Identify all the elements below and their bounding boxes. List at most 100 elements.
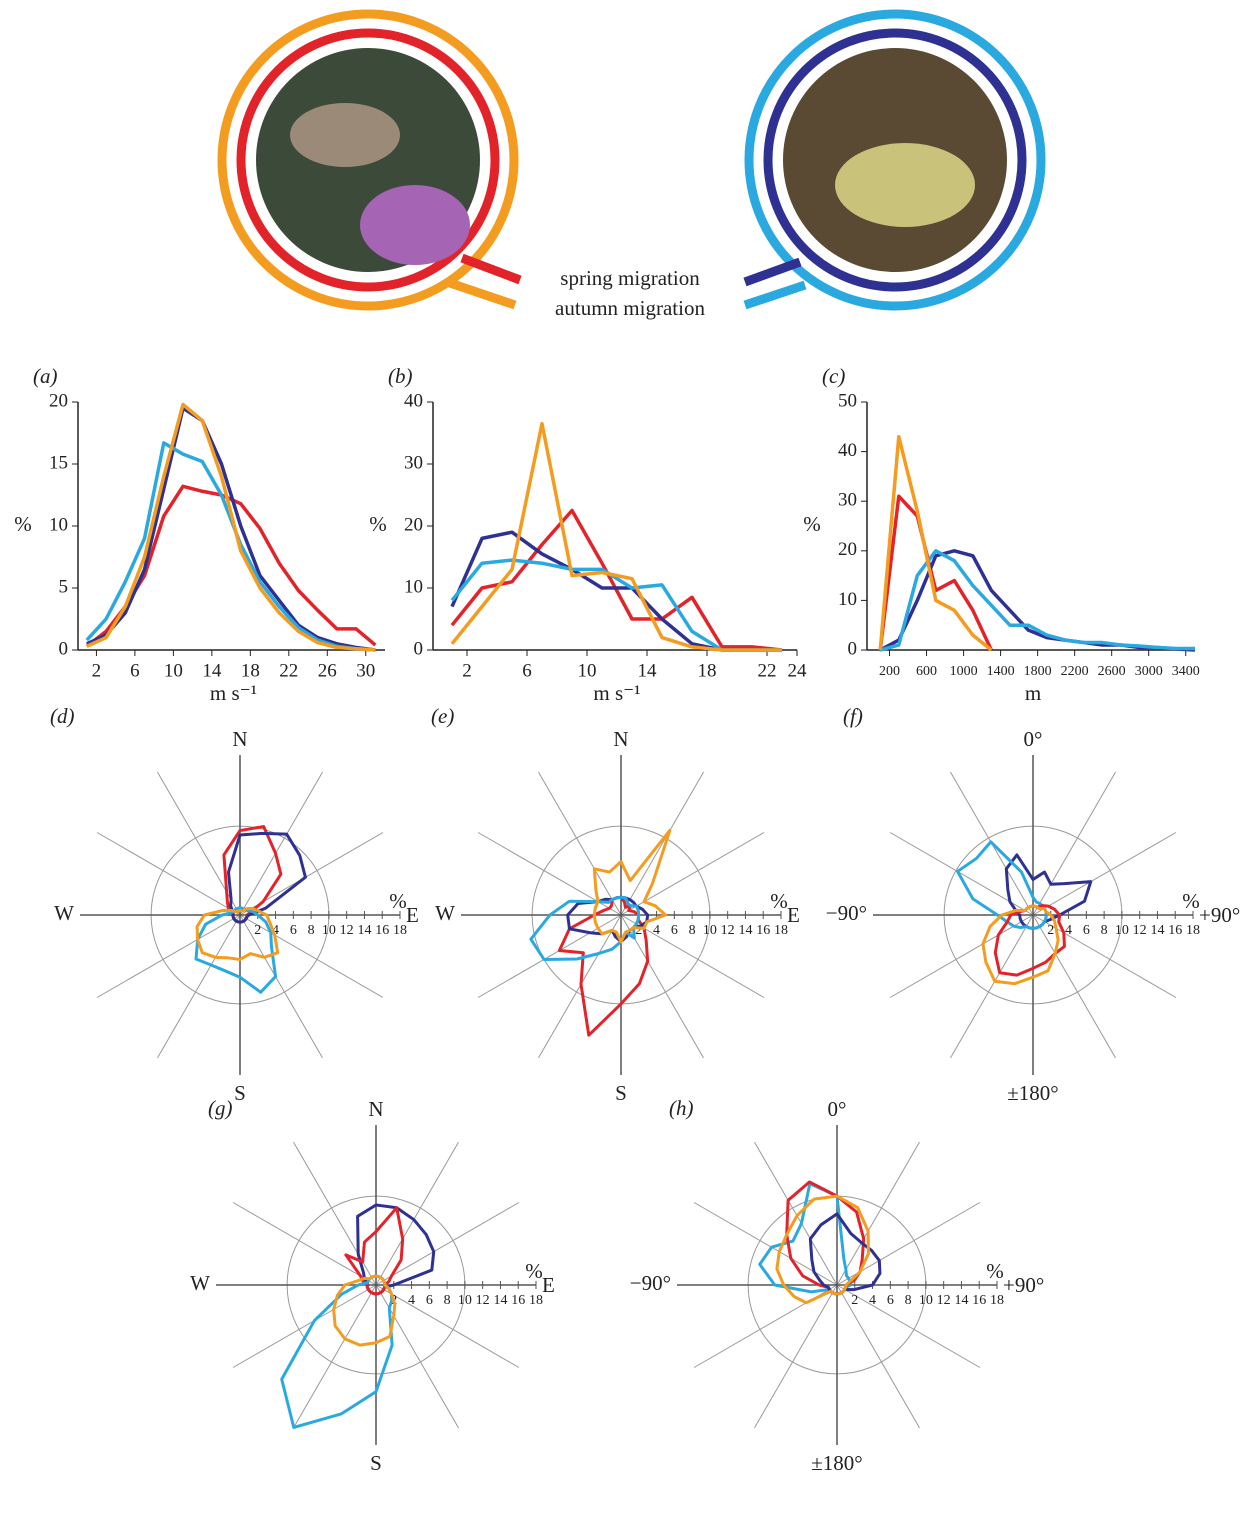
x-tick-label: 200	[879, 664, 900, 679]
r-tick-label: 8	[1101, 923, 1108, 938]
r-tick-label: 16	[756, 923, 770, 938]
r-tick-label: 12	[1133, 923, 1147, 938]
spoke	[755, 1285, 838, 1428]
spoke	[539, 772, 622, 915]
direction-label: −90°	[826, 901, 867, 925]
spoke	[890, 915, 1033, 998]
r-tick-label: 14	[738, 923, 752, 938]
x-tick-label: 14	[202, 660, 222, 681]
r-tick-label: 2	[1047, 923, 1054, 938]
series-polygon	[531, 897, 639, 959]
r-tick-label: 16	[511, 1293, 525, 1308]
direction-label: W	[435, 901, 455, 925]
x-tick-label: 30	[356, 660, 375, 681]
direction-label: N	[613, 727, 628, 751]
direction-label: N	[232, 727, 247, 751]
direction-label: E	[787, 903, 800, 927]
direction-label: N	[368, 1097, 383, 1121]
direction-label: −90°	[630, 1271, 671, 1295]
moth-icon	[222, 14, 520, 306]
spoke	[621, 833, 764, 916]
r-tick-label: 4	[869, 1293, 876, 1308]
y-tick-label: 30	[404, 452, 423, 473]
r-tick-label: 18	[774, 923, 788, 938]
series-polygon	[334, 1276, 395, 1345]
series-polygon	[995, 906, 1064, 976]
y-tick-label: 40	[838, 440, 857, 461]
r-tick-label: 18	[990, 1293, 1004, 1308]
r-tick-label: 18	[1186, 923, 1200, 938]
y-tick-label: 0	[414, 638, 424, 659]
r-tick-label: 10	[703, 923, 717, 938]
direction-label: ±180°	[811, 1451, 862, 1475]
spoke	[376, 1142, 459, 1285]
spoke	[478, 915, 621, 998]
panel-label: (a)	[33, 364, 58, 388]
y-tick-label: 40	[404, 390, 423, 411]
y-tick-label: 0	[59, 638, 69, 659]
x-tick-label: 3400	[1172, 664, 1200, 679]
spoke	[621, 772, 704, 915]
r-tick-label: 14	[954, 1293, 968, 1308]
r-tick-label: 16	[972, 1293, 986, 1308]
direction-label: S	[615, 1081, 627, 1105]
y-axis-label: %	[803, 512, 821, 536]
r-tick-label: 10	[1115, 923, 1129, 938]
direction-label: +90°	[1199, 903, 1240, 927]
series-line	[452, 560, 782, 650]
x-tick-label: 18	[241, 660, 260, 681]
direction-label: +90°	[1003, 1273, 1044, 1297]
x-tick-label: 1800	[1024, 664, 1052, 679]
panel-label: (h)	[669, 1096, 694, 1120]
r-tick-label: 2	[851, 1293, 858, 1308]
r-tick-label: 12	[340, 923, 354, 938]
r-tick-label: 8	[689, 923, 696, 938]
r-tick-label: 14	[1150, 923, 1164, 938]
series-line	[87, 404, 376, 650]
x-tick-label: 10	[164, 660, 183, 681]
x-tick-label: 14	[638, 660, 658, 681]
unit-label: %	[389, 889, 407, 913]
bird-icon	[745, 14, 1041, 306]
x-tick-label: 1400	[987, 664, 1015, 679]
x-tick-label: 600	[916, 664, 937, 679]
unit-label: %	[525, 1259, 543, 1283]
y-tick-label: 50	[838, 390, 857, 411]
spoke	[539, 915, 622, 1058]
panel-label: (b)	[388, 364, 413, 388]
direction-label: E	[542, 1273, 555, 1297]
r-tick-label: 10	[322, 923, 336, 938]
y-axis-label: %	[14, 512, 32, 536]
x-axis-label: m s⁻¹	[593, 681, 640, 705]
r-tick-label: 6	[290, 923, 297, 938]
r-tick-label: 16	[375, 923, 389, 938]
r-tick-label: 4	[408, 1293, 415, 1308]
r-tick-label: 16	[1168, 923, 1182, 938]
r-tick-label: 10	[919, 1293, 933, 1308]
x-axis-label: m	[1025, 681, 1041, 705]
r-tick-label: 4	[653, 923, 660, 938]
x-tick-label: 3000	[1135, 664, 1163, 679]
x-tick-label: 22	[279, 660, 298, 681]
x-tick-label: 6	[130, 660, 140, 681]
x-tick-label: 24	[788, 660, 808, 681]
y-tick-label: 20	[838, 539, 857, 560]
unit-label: %	[986, 1259, 1004, 1283]
unit-label: %	[770, 889, 788, 913]
y-tick-label: 10	[404, 576, 423, 597]
direction-label: W	[54, 901, 74, 925]
direction-label: S	[370, 1451, 382, 1475]
y-tick-label: 30	[838, 490, 857, 511]
panel-label: (f)	[843, 704, 863, 728]
panel-label: (c)	[822, 364, 845, 388]
direction-label: S	[234, 1081, 246, 1105]
r-tick-label: 6	[1083, 923, 1090, 938]
r-tick-label: 18	[529, 1293, 543, 1308]
legend-autumn: autumn migration	[555, 296, 705, 320]
direction-label: W	[190, 1271, 210, 1295]
spoke	[1033, 772, 1116, 915]
series-line	[87, 443, 376, 650]
y-tick-label: 10	[838, 589, 857, 610]
x-tick-label: 26	[318, 660, 337, 681]
r-tick-label: 4	[1065, 923, 1072, 938]
